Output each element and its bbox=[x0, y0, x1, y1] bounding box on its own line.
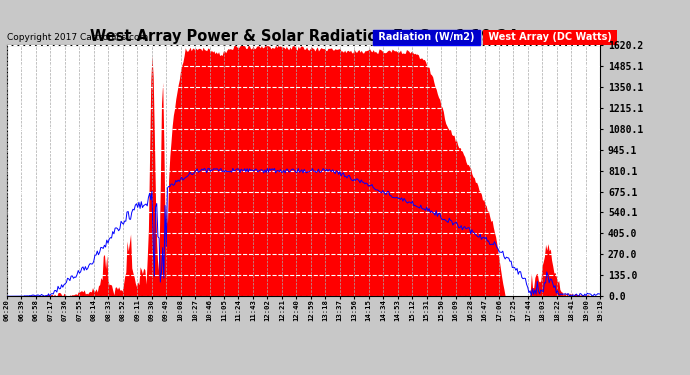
Text: Radiation (W/m2): Radiation (W/m2) bbox=[375, 33, 477, 42]
Text: West Array (DC Watts): West Array (DC Watts) bbox=[484, 33, 615, 42]
Text: Radiation (W/m2): Radiation (W/m2) bbox=[375, 33, 477, 42]
Text: Copyright 2017 Cartronics.com: Copyright 2017 Cartronics.com bbox=[7, 33, 148, 42]
Title: West Array Power & Solar Radiation Fri Sep 1 19:24: West Array Power & Solar Radiation Fri S… bbox=[90, 29, 518, 44]
